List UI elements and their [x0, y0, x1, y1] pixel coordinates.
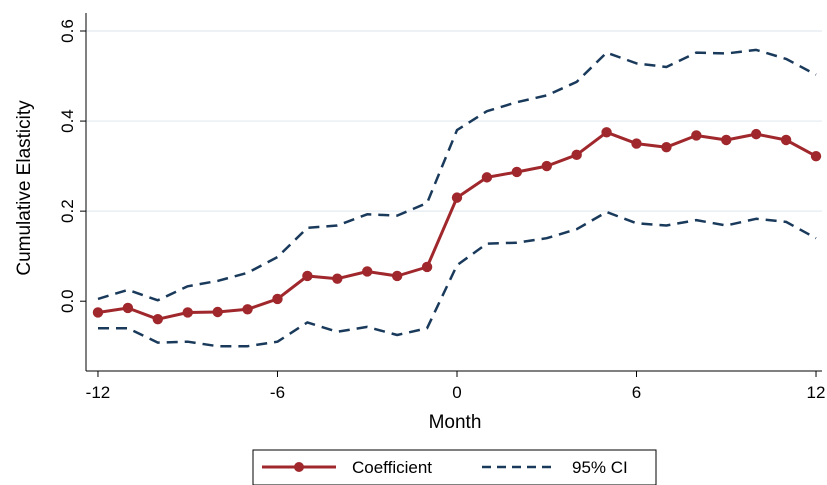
y-tick-label: 0.0 — [58, 289, 77, 313]
coefficient-point — [92, 307, 104, 318]
coefficient-point — [631, 138, 642, 149]
y-tick-label: 0.6 — [58, 19, 77, 43]
coefficient-point — [302, 270, 313, 282]
coefficient-line — [97, 130, 817, 321]
coefficient-point — [721, 134, 732, 146]
coefficient-point — [691, 130, 702, 141]
x-tick-label: -6 — [270, 383, 285, 402]
x-tick-label: 12 — [807, 383, 826, 402]
x-tick-label: 0 — [452, 383, 461, 402]
coefficient-point — [481, 172, 493, 183]
coefficient-point — [152, 314, 164, 325]
coefficient-point — [810, 151, 822, 162]
coefficient-point — [571, 149, 582, 161]
coefficient-point — [212, 306, 223, 318]
x-tick-label: 6 — [632, 383, 641, 402]
coefficient-point — [780, 134, 792, 146]
y-axis-title: Cumulative Elasticity — [14, 100, 35, 276]
gridlines — [86, 30, 822, 212]
coefficient-point — [750, 128, 762, 140]
coefficient-point — [122, 302, 134, 314]
ci-lower-line — [98, 210, 817, 348]
coefficient-point — [511, 166, 523, 178]
coefficient-point — [332, 273, 343, 284]
coefficient-point — [242, 304, 253, 315]
coefficient-point — [391, 270, 403, 282]
x-tick-label: -12 — [86, 383, 111, 402]
plot-area — [92, 48, 822, 348]
coefficient-point — [601, 127, 612, 138]
y-tick-label: 0.2 — [58, 199, 77, 223]
coefficient-point — [272, 293, 283, 305]
x-axis-title: Month — [429, 412, 482, 433]
coefficient-point — [661, 141, 672, 153]
coefficient-point — [182, 307, 193, 318]
coefficient-point — [451, 192, 463, 203]
legend: Coefficient 95% CI — [252, 449, 657, 485]
legend-marker-coefficient — [294, 462, 304, 472]
legend-label-coefficient: Coefficient — [352, 458, 432, 477]
coefficient-point — [541, 160, 552, 172]
coefficient-point — [362, 266, 373, 277]
coefficient-point — [421, 261, 433, 273]
axes: 0.0 0.2 0.4 0.6 -12 -6 0 6 12 — [58, 13, 825, 402]
y-tick-label: 0.4 — [58, 109, 77, 133]
legend-label-ci: 95% CI — [572, 458, 628, 477]
ci-upper-line — [97, 48, 817, 302]
